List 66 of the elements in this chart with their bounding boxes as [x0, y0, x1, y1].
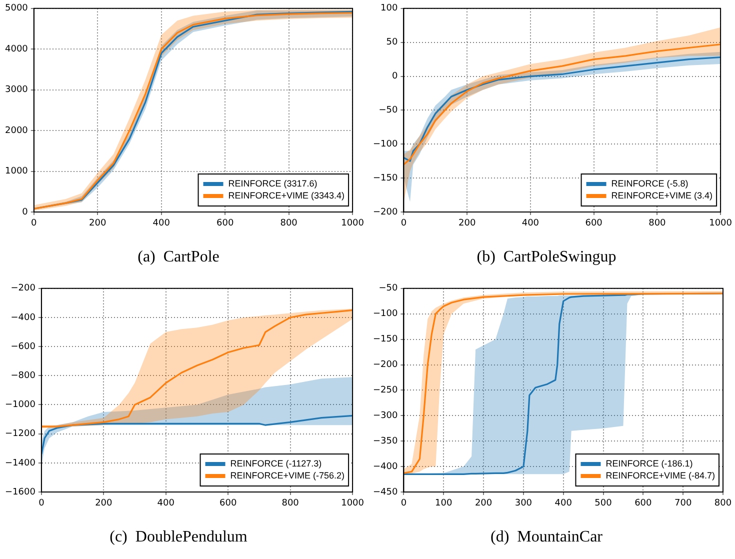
x-tick-label: 800	[648, 218, 666, 229]
y-tick-label: 2000	[5, 126, 28, 136]
x-tick-label: 200	[474, 498, 492, 509]
y-tick-label: 3000	[5, 85, 28, 96]
y-tick-label: −1600	[4, 487, 36, 498]
y-tick-label: −200	[372, 360, 398, 370]
text: (b) CartPoleSwingup	[476, 248, 616, 266]
x-tick-label: 100	[435, 498, 452, 509]
x-tick-label: 800	[714, 498, 732, 509]
y-tick-label: −800	[10, 371, 36, 381]
legend-label: REINFORCE (-1127.3)	[230, 458, 322, 468]
x-tick-label: 1000	[341, 218, 364, 229]
y-tick-label: −600	[10, 342, 36, 352]
text: (a) CartPole	[138, 248, 220, 266]
y-tick-label: −50	[378, 284, 398, 294]
x-tick-label: 200	[458, 218, 476, 229]
y-tick-label: −200	[10, 284, 36, 294]
x-tick-label: 400	[157, 498, 175, 509]
x-tick-label: 0	[38, 498, 45, 509]
y-tick-label: −1200	[4, 429, 36, 440]
y-tick-label: −200	[372, 207, 398, 218]
x-tick-label: 800	[280, 218, 298, 229]
y-tick-label: 4000	[5, 44, 28, 54]
legend-label: REINFORCE+VIME (3.4)	[611, 190, 713, 200]
legend-label: REINFORCE (3317.6)	[228, 178, 318, 188]
x-tick-label: 700	[674, 498, 692, 509]
text: (d) MountainCar	[490, 528, 604, 546]
text: (c) DoublePendulum	[110, 528, 248, 546]
x-tick-label: 200	[89, 218, 106, 229]
x-tick-label: 0	[400, 218, 407, 229]
y-tick-label: −50	[378, 106, 398, 116]
x-tick-label: 300	[514, 498, 532, 509]
y-tick-label: −100	[372, 139, 398, 150]
legend-label: REINFORCE+VIME (-756.2)	[230, 470, 345, 480]
y-tick-label: −1400	[4, 458, 36, 468]
x-tick-label: 600	[634, 498, 652, 509]
x-tick-label: 600	[585, 218, 603, 229]
legend-label: REINFORCE (-5.8)	[611, 178, 688, 188]
y-tick-label: 5000	[5, 4, 28, 14]
y-tick-label: −400	[372, 462, 398, 472]
y-tick-label: −350	[372, 436, 398, 446]
x-tick-label: 0	[400, 498, 407, 509]
y-tick-label: −450	[372, 487, 398, 498]
x-tick-label: 1000	[341, 498, 364, 509]
y-tick-label: −1000	[4, 400, 36, 410]
x-tick-label: 800	[282, 498, 300, 509]
x-tick-label: 400	[152, 218, 170, 229]
x-tick-label: 1000	[709, 218, 732, 229]
y-tick-label: −150	[372, 334, 398, 345]
y-tick-label: −300	[372, 410, 398, 421]
y-tick-label: 100	[380, 4, 398, 14]
x-tick-label: 400	[554, 498, 572, 509]
legend-label: REINFORCE+VIME (3343.4)	[228, 190, 345, 200]
y-tick-label: 0	[22, 207, 28, 218]
x-tick-label: 200	[95, 498, 113, 509]
y-tick-label: −150	[372, 173, 398, 184]
y-tick-label: 0	[392, 72, 398, 82]
y-tick-label: −100	[372, 309, 398, 320]
y-tick-label: −250	[372, 386, 398, 396]
x-tick-label: 600	[216, 218, 234, 229]
x-tick-label: 500	[594, 498, 612, 509]
y-tick-label: −400	[10, 312, 36, 323]
y-tick-label: 50	[386, 38, 398, 48]
x-tick-label: 400	[522, 218, 540, 229]
y-tick-label: 1000	[5, 166, 28, 177]
x-tick-label: 600	[220, 498, 237, 509]
